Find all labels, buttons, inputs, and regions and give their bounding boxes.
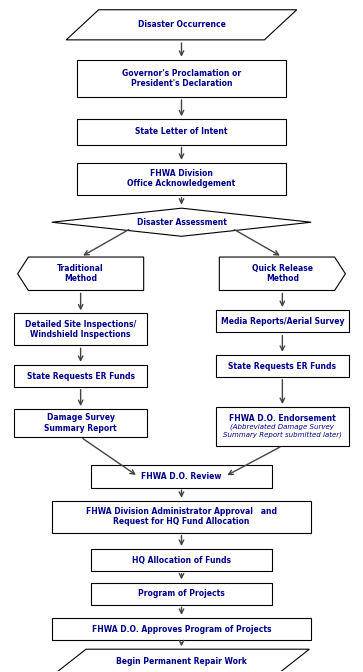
FancyBboxPatch shape bbox=[216, 310, 349, 333]
Polygon shape bbox=[17, 257, 144, 290]
FancyBboxPatch shape bbox=[14, 365, 147, 387]
FancyBboxPatch shape bbox=[14, 409, 147, 437]
Text: FHWA D.O. Review: FHWA D.O. Review bbox=[141, 472, 222, 481]
Text: Disaster Assessment: Disaster Assessment bbox=[136, 218, 227, 226]
FancyBboxPatch shape bbox=[91, 583, 272, 605]
Polygon shape bbox=[66, 10, 297, 40]
Text: HQ Allocation of Funds: HQ Allocation of Funds bbox=[132, 556, 231, 564]
Text: Quick Release
Method: Quick Release Method bbox=[252, 264, 313, 284]
FancyBboxPatch shape bbox=[52, 501, 311, 533]
Text: Detailed Site Inspections/
Windshield Inspections: Detailed Site Inspections/ Windshield In… bbox=[25, 320, 136, 339]
Text: Program of Projects: Program of Projects bbox=[138, 589, 225, 598]
FancyBboxPatch shape bbox=[14, 313, 147, 345]
FancyBboxPatch shape bbox=[91, 466, 272, 488]
Text: FHWA D.O. Approves Program of Projects: FHWA D.O. Approves Program of Projects bbox=[92, 624, 271, 634]
Polygon shape bbox=[54, 649, 309, 672]
FancyBboxPatch shape bbox=[91, 549, 272, 571]
Text: Media Reports/Aerial Survey: Media Reports/Aerial Survey bbox=[221, 317, 344, 326]
FancyBboxPatch shape bbox=[216, 407, 349, 446]
Text: Disaster Occurrence: Disaster Occurrence bbox=[138, 20, 225, 30]
Text: Damage Survey
Summary Report: Damage Survey Summary Report bbox=[44, 413, 117, 433]
FancyBboxPatch shape bbox=[52, 618, 311, 640]
Polygon shape bbox=[52, 208, 311, 237]
Text: FHWA D.O. Endorsement: FHWA D.O. Endorsement bbox=[229, 414, 336, 423]
FancyBboxPatch shape bbox=[77, 163, 286, 195]
Text: Governor's Proclamation or
President's Declaration: Governor's Proclamation or President's D… bbox=[122, 69, 241, 88]
Text: FHWA Division
Office Acknowledgement: FHWA Division Office Acknowledgement bbox=[127, 169, 236, 188]
Text: Traditional
Method: Traditional Method bbox=[57, 264, 104, 284]
FancyBboxPatch shape bbox=[216, 355, 349, 377]
Text: (Abbreviated Damage Survey: (Abbreviated Damage Survey bbox=[231, 423, 334, 429]
Text: Begin Permanent Repair Work: Begin Permanent Repair Work bbox=[116, 657, 247, 667]
Text: FHWA Division Administrator Approval   and
Request for HQ Fund Allocation: FHWA Division Administrator Approval and… bbox=[86, 507, 277, 526]
Text: State Requests ER Funds: State Requests ER Funds bbox=[26, 372, 135, 380]
Text: Summary Report submitted later): Summary Report submitted later) bbox=[223, 431, 342, 437]
Text: State Requests ER Funds: State Requests ER Funds bbox=[228, 362, 337, 371]
Text: State Letter of Intent: State Letter of Intent bbox=[135, 128, 228, 136]
FancyBboxPatch shape bbox=[77, 119, 286, 144]
FancyBboxPatch shape bbox=[77, 60, 286, 97]
Polygon shape bbox=[219, 257, 346, 290]
